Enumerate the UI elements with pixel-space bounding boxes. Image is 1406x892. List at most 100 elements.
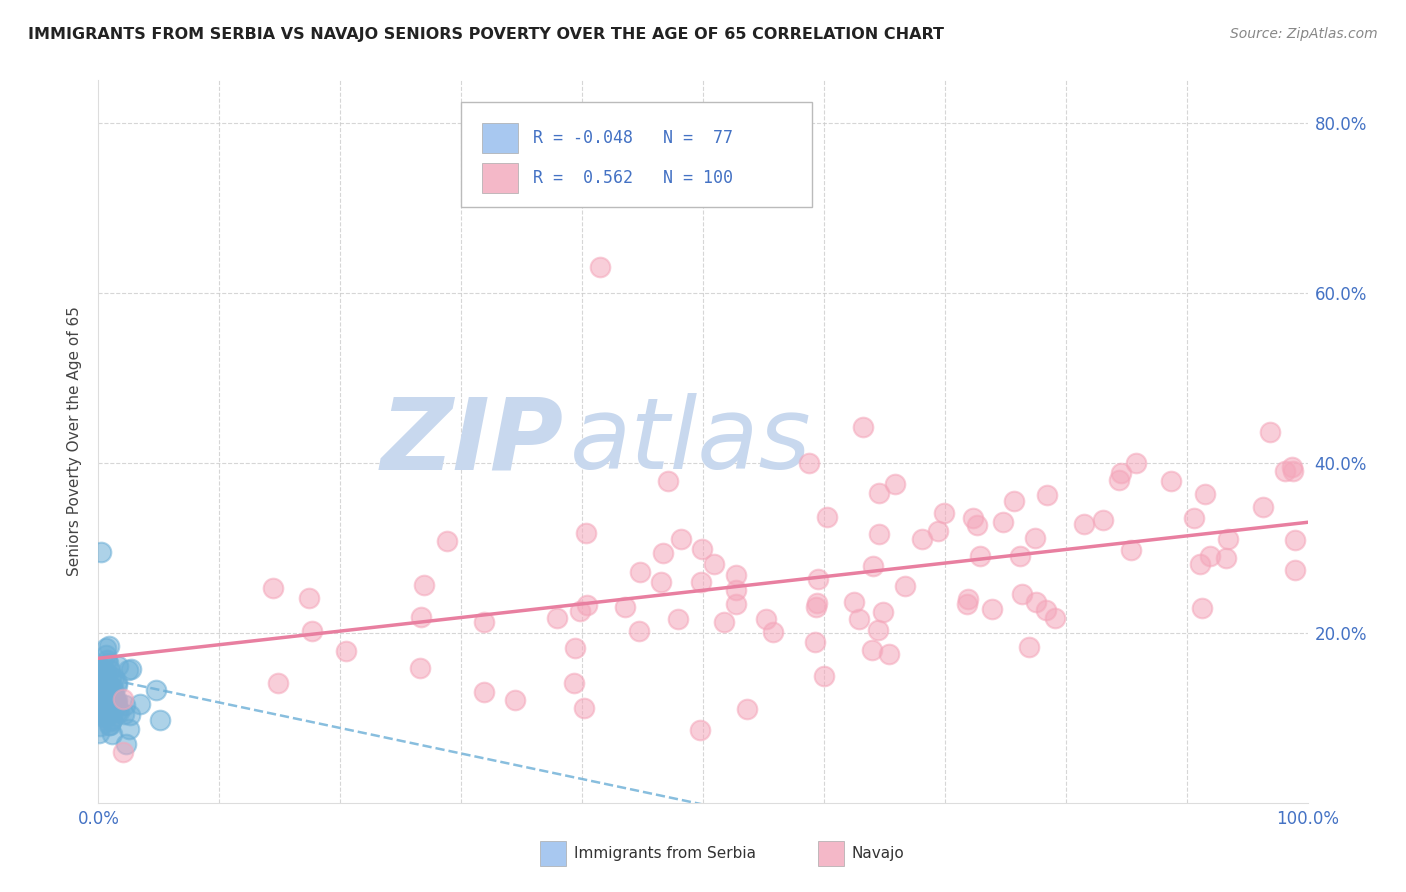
Point [90,676,112,690]
Point [868,527,890,541]
Point [105,692,128,706]
Point [614,599,637,614]
Point [868,485,890,500]
Point [807,572,830,586]
Y-axis label: Seniors Poverty Over the Age of 65: Seniors Poverty Over the Age of 65 [67,307,83,576]
Point [572,700,595,714]
Point [911,532,934,546]
Point [89,679,111,693]
Point [848,612,870,626]
Point [932,506,955,520]
Point [90,545,112,559]
Point [813,669,835,683]
Point [101,693,124,707]
Point [689,723,711,737]
Text: atlas: atlas [569,393,811,490]
Point [1043,611,1066,625]
Point [111,692,134,706]
Point [1011,587,1033,601]
Point [108,705,131,719]
Point [436,533,458,548]
Point [1024,532,1046,546]
Point [104,691,127,706]
Point [713,615,735,630]
FancyBboxPatch shape [482,162,517,193]
Point [100,714,122,729]
Point [89,702,111,716]
Point [797,457,820,471]
Point [868,623,890,637]
Point [262,581,284,595]
Point [105,675,128,690]
Point [546,611,568,625]
Point [118,708,141,723]
Point [93,666,115,681]
Point [93,706,115,720]
Point [97,656,120,670]
Point [114,698,136,712]
Point [96,686,118,700]
Point [100,670,122,684]
Point [724,597,747,611]
Point [104,692,127,706]
Point [969,549,991,564]
FancyBboxPatch shape [482,123,517,153]
Point [97,687,120,701]
Point [628,565,651,579]
Point [96,709,118,723]
Point [96,641,118,656]
Point [104,693,127,707]
Point [1284,563,1306,577]
Point [335,644,357,658]
Point [411,610,433,624]
Point [957,592,980,607]
FancyBboxPatch shape [540,841,567,865]
Point [91,677,114,691]
Point [94,666,117,681]
Point [98,680,121,694]
Point [101,684,124,698]
Point [97,639,120,653]
Point [129,697,152,711]
Point [301,624,323,638]
Point [100,727,122,741]
FancyBboxPatch shape [461,102,811,207]
Point [96,648,118,662]
Point [89,718,111,732]
Point [927,524,949,539]
Point [98,718,121,732]
Point [111,745,134,759]
Point [725,583,748,598]
Point [93,688,115,702]
Point [575,526,598,541]
Point [120,662,142,676]
Point [96,678,118,692]
Point [804,634,827,648]
Point [724,567,747,582]
Text: ZIP: ZIP [381,393,564,490]
Point [503,693,526,707]
Point [105,705,128,719]
Point [860,643,883,657]
Point [87,726,110,740]
Point [651,546,673,560]
Point [575,598,598,612]
Point [98,663,121,677]
Point [962,511,984,525]
Point [1160,474,1182,488]
FancyBboxPatch shape [818,841,845,865]
Point [145,682,167,697]
Text: Immigrants from Serbia: Immigrants from Serbia [574,846,755,861]
Point [1194,486,1216,500]
Point [472,685,495,699]
Point [589,260,612,275]
Point [91,680,114,694]
Point [1002,493,1025,508]
Point [1025,595,1047,609]
Point [112,707,135,722]
Point [1036,488,1059,502]
Point [1258,425,1281,439]
Point [105,678,128,692]
Point [966,517,988,532]
Point [852,420,875,434]
